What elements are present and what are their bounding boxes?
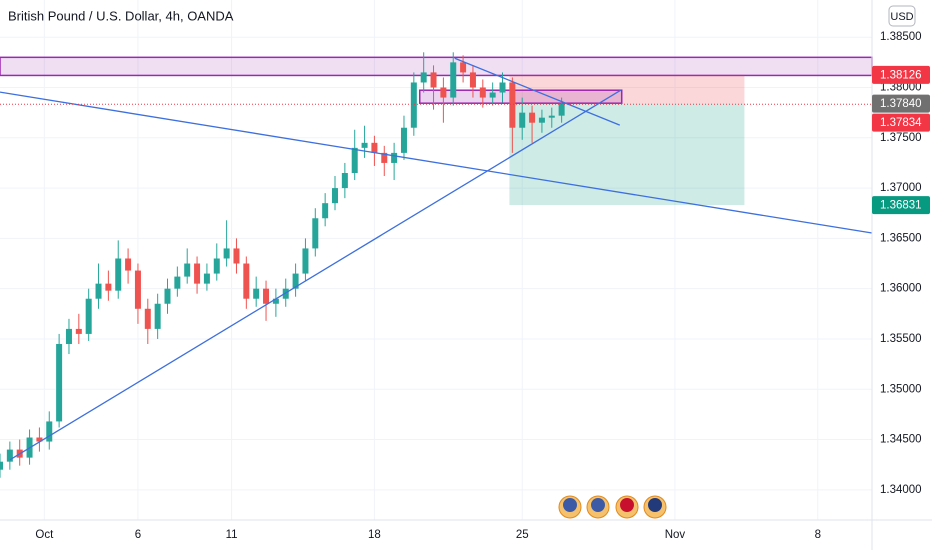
y-tick-label: 1.35000 [880,383,922,395]
price-tag [872,94,930,113]
candle-body [253,288,260,299]
target-zone [509,104,745,206]
candle-body [460,62,467,73]
price-tag [872,113,930,132]
candle-body [272,298,279,304]
trendline [0,91,873,234]
candle-body [6,449,13,462]
price-tag-label: 1.37840 [880,98,922,110]
x-tick-label: 11 [226,529,238,541]
candle-body [548,115,555,118]
x-tick-label: 8 [815,529,821,541]
candle-body [519,112,526,128]
candle-body [144,308,151,329]
candle-body [105,283,112,291]
price-tag [872,196,930,215]
consolidation-box [418,89,623,104]
candle-body [233,248,240,264]
x-tick-label: Oct [35,529,54,541]
y-tick-label: 1.35500 [880,333,922,345]
candle-body [489,92,496,98]
x-tick-label: 25 [516,529,529,541]
candle-body [95,283,102,299]
candle-body [440,87,447,98]
candle-body [538,117,545,123]
plot-area [0,0,873,520]
price-tag-label: 1.36831 [880,200,922,212]
candle-body [558,103,565,116]
candle-body [400,127,407,153]
y-tick-label: 1.37000 [880,182,922,194]
candle-body [75,328,82,334]
candle-body [85,298,92,334]
y-tick-label: 1.38500 [880,31,922,43]
candle-body [361,142,368,148]
candle-body [332,188,339,204]
candle-body [203,273,210,284]
candle-body [154,303,161,329]
x-tick-label: Nov [665,529,686,541]
price-tag-label: 1.37834 [880,117,922,129]
candle-body [312,218,319,249]
candle-body [292,273,299,289]
y-tick-label: 1.37500 [880,132,922,144]
candle-body [115,258,122,291]
candle-body [391,152,398,163]
price-tag [872,65,930,84]
event-icons [558,495,667,519]
candle-body [499,82,506,93]
candle-body [410,82,417,128]
candle-body [134,270,141,309]
candle-body [479,87,486,98]
candle-body [125,258,132,271]
x-tick-label: 6 [135,529,141,541]
x-tick-label: 18 [368,529,381,541]
y-tick-label: 1.36000 [880,283,922,295]
candle-body [223,248,230,259]
candle-body [46,421,53,442]
candle-body [243,263,250,299]
candle-body [164,288,171,304]
candle-body [341,172,348,189]
candle-body [213,258,220,274]
y-tick-label: 1.36500 [880,232,922,244]
trendline [454,57,621,126]
candle-body [0,461,3,470]
candle-body [420,72,427,83]
candle-body [36,437,43,442]
candle-body [509,82,516,128]
candle-body [302,248,309,274]
candle-body [194,263,201,284]
candle-body [351,147,358,173]
y-tick-label: 1.34000 [880,484,922,496]
currency-button[interactable] [888,5,916,27]
candle-body [469,72,476,88]
chart-title: British Pound / U.S. Dollar, 4h, OANDA [8,8,234,23]
candle-body [430,72,437,88]
trendline [9,89,622,461]
price-tag-label: 1.38126 [880,69,922,81]
candle-body [450,62,457,98]
candle-body [65,328,72,344]
y-tick-label: 1.38000 [880,82,922,94]
candle-body [263,288,270,304]
candle-body [184,263,191,277]
candle-body [56,343,63,422]
candle-body [381,152,388,163]
candle-body [174,276,181,289]
y-tick-label: 1.34500 [880,434,922,446]
currency: USD [890,11,913,23]
candle-body [371,142,378,153]
candle-body [322,203,329,219]
candle-body [282,288,289,299]
candle-body [529,112,536,123]
